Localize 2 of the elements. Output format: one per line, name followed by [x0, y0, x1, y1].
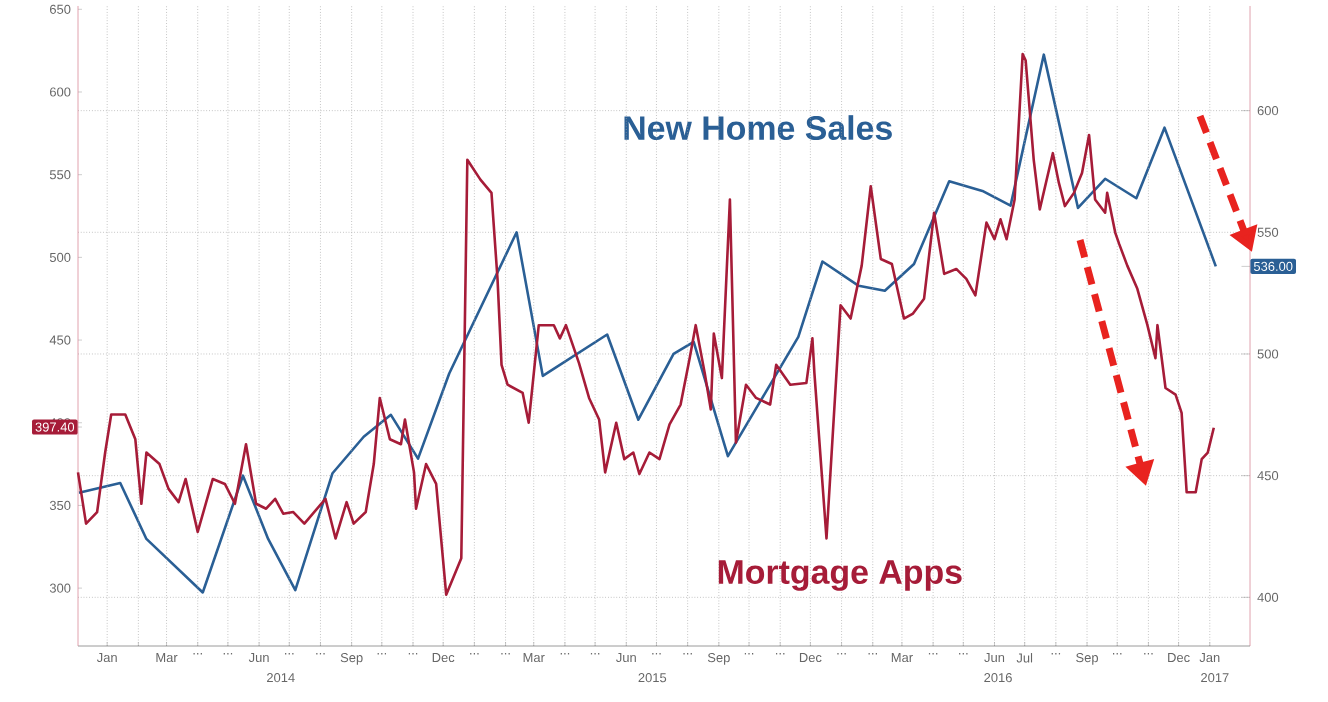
- series-label: Mortgage Apps: [718, 560, 962, 591]
- text: New Home Sales: [624, 115, 892, 141]
